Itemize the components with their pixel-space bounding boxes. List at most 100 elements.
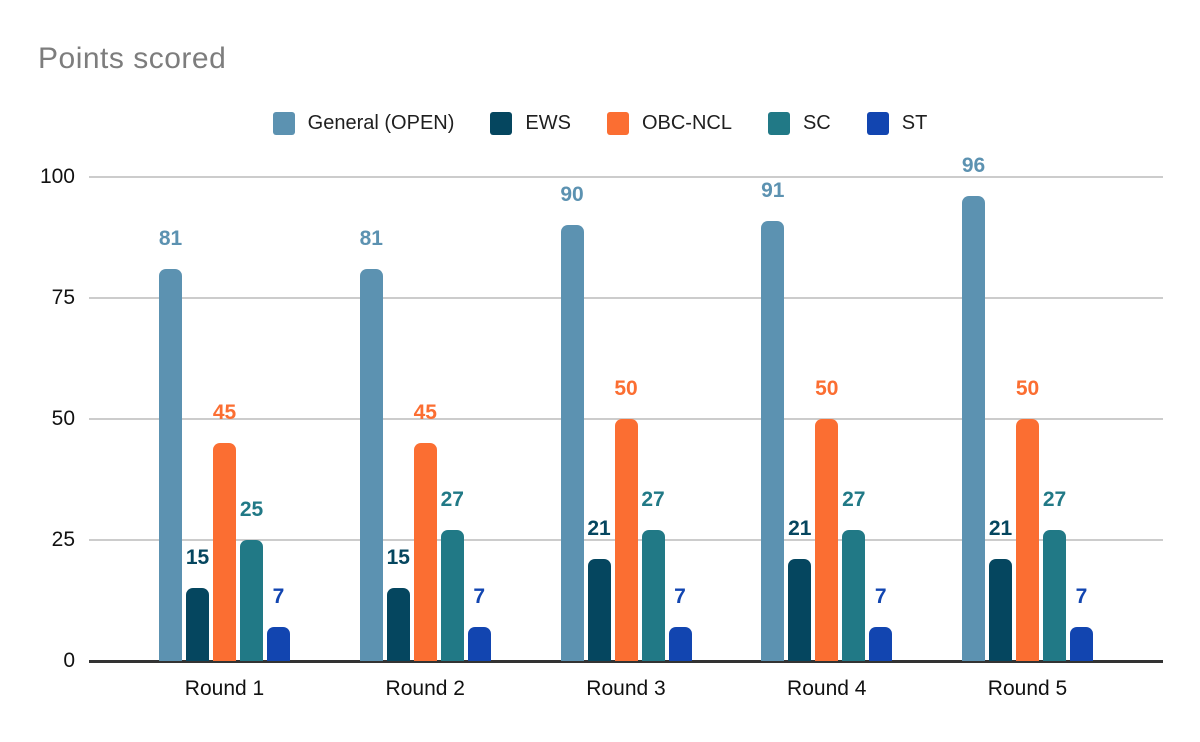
bar-value-label: 15 xyxy=(185,546,210,570)
bar-value-label: 7 xyxy=(473,585,486,609)
x-axis-label-round-2: Round 2 xyxy=(385,677,465,700)
y-axis-tick-label: 50 xyxy=(51,407,75,430)
bar-general-open-round-4 xyxy=(761,220,785,661)
bar-general-open-round-2 xyxy=(359,268,383,661)
bar-value-label: 27 xyxy=(1042,488,1067,512)
bar-obc-ncl-round-3 xyxy=(614,419,638,661)
plot-area: 81 15 45 25 7 Round 1 81 15 45 27 7 Round 2 90 21 50 27… xyxy=(89,154,1163,700)
x-axis-label-round-5: Round 5 xyxy=(987,677,1068,700)
bar-slot: 7 xyxy=(668,177,692,661)
gridline-100 xyxy=(89,176,1163,178)
bar-slot: 7 xyxy=(1070,177,1093,661)
legend-swatch-general-open xyxy=(272,111,295,135)
legend-swatch-obc-ncl xyxy=(606,111,629,135)
bar-value-label: 81 xyxy=(359,226,383,250)
bar-value-label: 7 xyxy=(674,585,686,609)
y-axis-tick-label: 25 xyxy=(51,528,75,551)
bar-value-label: 7 xyxy=(874,585,887,609)
bar-obc-ncl-round-4 xyxy=(815,419,839,661)
legend-label: EWS xyxy=(525,111,571,134)
bar-slot: 96 xyxy=(962,154,985,661)
bar-ews-round-5 xyxy=(989,559,1012,661)
bar-sc-round-2 xyxy=(440,530,464,661)
bar-value-label: 15 xyxy=(386,546,410,570)
bar-slot: 27 xyxy=(441,177,464,661)
bar-slot: 7 xyxy=(467,177,491,661)
bar-group-round-2: 81 15 45 27 7 Round 2 xyxy=(360,177,491,700)
legend-label: SC xyxy=(802,111,831,134)
bar-group-round-5: 96 21 50 27 7 Round 5 xyxy=(962,154,1093,700)
x-axis-label-round-3: Round 3 xyxy=(586,677,666,700)
bar-st-round-5 xyxy=(1070,627,1093,661)
bar-st-round-1 xyxy=(267,627,290,661)
bar-slot: 27 xyxy=(842,177,865,661)
bar-value-label: 90 xyxy=(560,183,584,207)
bar-slot: 25 xyxy=(240,177,263,661)
bar-slot: 21 xyxy=(989,177,1012,661)
x-axis-label-round-4: Round 4 xyxy=(787,677,867,700)
bar-slot: 91 xyxy=(761,177,784,661)
bar-value-label: 50 xyxy=(614,377,638,400)
bar-value-label: 45 xyxy=(413,401,437,425)
bar-group-round-1: 81 15 45 25 7 Round 1 xyxy=(158,177,290,700)
bar-value-label: 45 xyxy=(212,401,237,425)
bar-sc-round-4 xyxy=(842,530,866,661)
legend-item-obc-ncl: OBC-NCL xyxy=(606,111,732,135)
bar-slot: 50 xyxy=(614,177,638,661)
bar-value-label: 50 xyxy=(1015,377,1040,400)
bar-slot: 21 xyxy=(587,177,611,661)
legend-item-general-open: General (OPEN) xyxy=(272,111,455,135)
bar-slot: 7 xyxy=(869,177,893,661)
y-axis-tick-label: 75 xyxy=(51,286,75,309)
bar-general-open-round-1 xyxy=(159,268,182,661)
bar-value-label: 96 xyxy=(961,154,986,178)
bar-ews-round-1 xyxy=(186,588,209,661)
legend-label: General (OPEN) xyxy=(307,111,455,134)
bar-slot: 15 xyxy=(186,177,209,661)
bar-group-round-4: 91 21 50 27 7 Round 4 xyxy=(761,177,893,700)
y-axis-tick-label: 100 xyxy=(39,165,75,188)
bar-value-label: 27 xyxy=(641,488,665,512)
legend-label: ST xyxy=(901,111,928,134)
bar-slot: 50 xyxy=(1016,177,1039,661)
bar-slot: 7 xyxy=(267,177,290,661)
bar-ews-round-3 xyxy=(587,559,611,661)
legend-item-ews: EWS xyxy=(490,111,571,135)
bar-value-label: 21 xyxy=(988,517,1013,541)
bar-slot: 45 xyxy=(213,177,236,661)
legend-swatch-ews xyxy=(490,111,513,135)
legend-swatch-sc xyxy=(767,111,790,135)
bar-value-label: 81 xyxy=(158,226,183,250)
legend-item-st: ST xyxy=(866,111,928,135)
bar-slot: 81 xyxy=(360,177,383,661)
bar-sc-round-5 xyxy=(1043,530,1066,661)
bar-value-label: 21 xyxy=(587,517,611,541)
bar-ews-round-4 xyxy=(788,559,812,661)
chart-legend: General (OPEN) EWS OBC-NCL SC ST xyxy=(0,107,1200,139)
bar-value-label: 27 xyxy=(842,488,866,512)
x-axis-label-round-1: Round 1 xyxy=(184,677,265,700)
legend-item-sc: SC xyxy=(767,111,831,135)
bar-slot: 27 xyxy=(641,177,665,661)
bar-value-label: 21 xyxy=(788,517,812,541)
bar-slot: 90 xyxy=(560,177,584,661)
bar-value-label: 25 xyxy=(239,498,264,521)
x-axis-line xyxy=(89,660,1163,663)
bar-obc-ncl-round-1 xyxy=(213,443,236,661)
bar-value-label: 27 xyxy=(440,488,464,512)
gridline-75 xyxy=(89,297,1163,299)
y-axis-tick-label: 0 xyxy=(63,649,75,672)
bar-slot: 15 xyxy=(387,177,410,661)
bar-value-label: 7 xyxy=(272,585,285,609)
bar-st-round-3 xyxy=(668,627,692,661)
bar-value-label: 50 xyxy=(815,377,839,400)
bar-slot: 45 xyxy=(414,177,437,661)
bar-general-open-round-3 xyxy=(560,225,584,661)
bar-ews-round-2 xyxy=(386,588,410,661)
bar-sc-round-3 xyxy=(641,530,665,661)
bar-value-label: 7 xyxy=(1075,585,1088,609)
bar-group-round-3: 90 21 50 27 7 Round 3 xyxy=(560,177,692,700)
bar-slot: 21 xyxy=(788,177,811,661)
legend-label: OBC-NCL xyxy=(641,111,732,134)
